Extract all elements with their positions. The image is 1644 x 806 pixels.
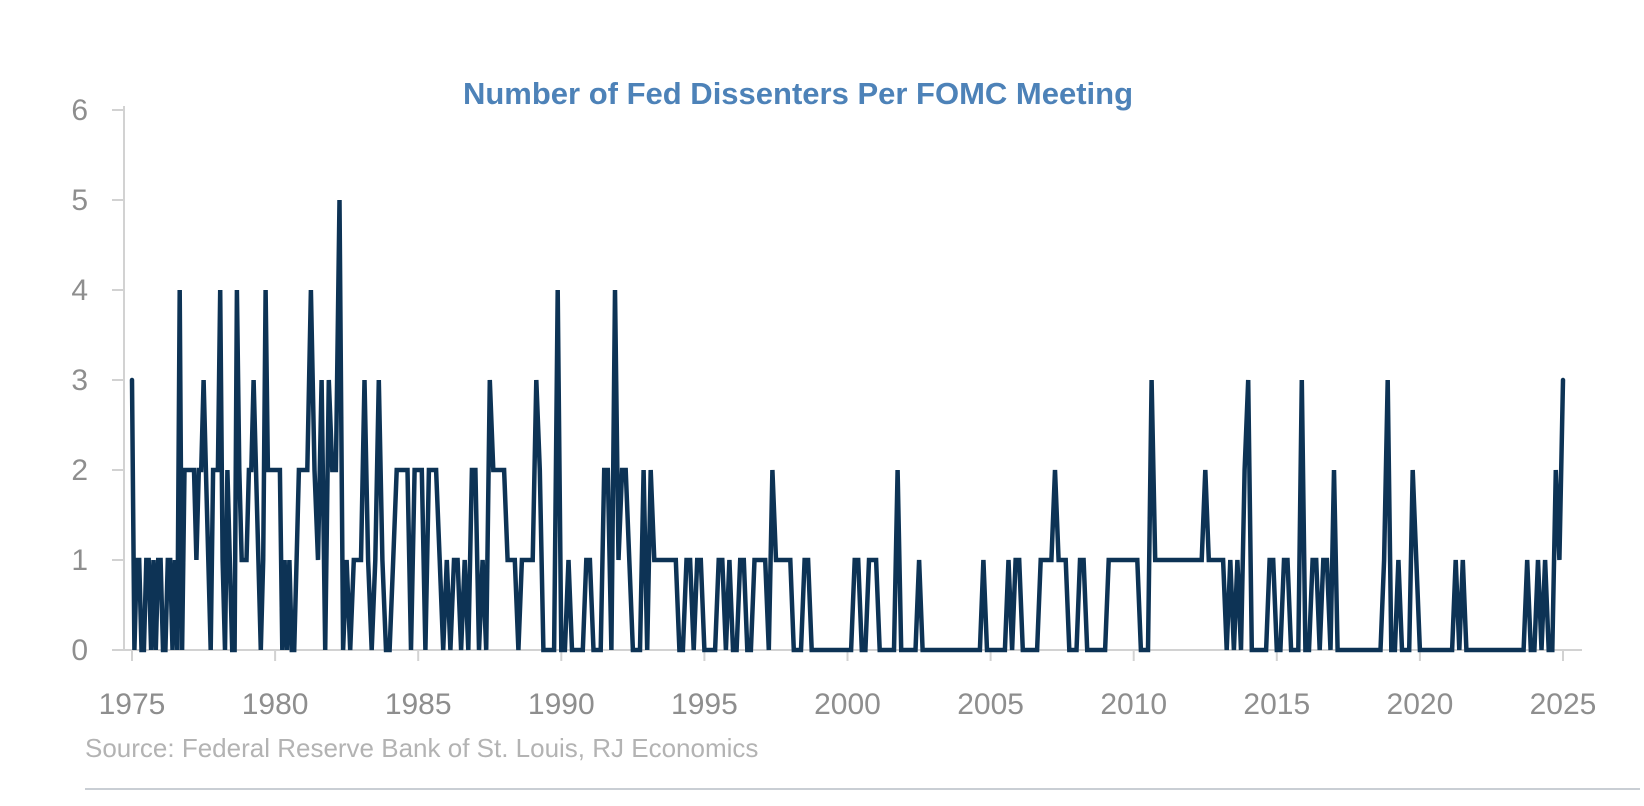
x-tick-label: 1995 <box>671 688 738 721</box>
y-tick-label: 5 <box>71 184 88 217</box>
y-tick-label: 2 <box>71 454 88 487</box>
x-tick-label: 2025 <box>1530 688 1597 721</box>
dissents-line <box>129 199 1566 653</box>
y-tick-label: 0 <box>71 634 88 667</box>
x-tick-label: 2020 <box>1387 688 1454 721</box>
y-tick-label: 6 <box>71 94 88 127</box>
y-tick-label: 3 <box>71 364 88 397</box>
x-tick-label: 2000 <box>814 688 881 721</box>
bottom-divider-line <box>85 788 1640 790</box>
x-tick-label: 1975 <box>99 688 166 721</box>
y-tick-label: 1 <box>71 544 88 577</box>
chart-title: Number of Fed Dissenters Per FOMC Meetin… <box>462 76 1134 111</box>
x-tick-label: 1990 <box>528 688 595 721</box>
x-tick-label: 2010 <box>1100 688 1167 721</box>
x-tick-label: 2015 <box>1243 688 1310 721</box>
x-tick-label: 1985 <box>385 688 452 721</box>
x-tick-label: 2005 <box>957 688 1024 721</box>
y-tick-label: 4 <box>71 274 88 307</box>
source-note: Source: Federal Reserve Bank of St. Loui… <box>85 733 759 763</box>
x-tick-label: 1980 <box>242 688 309 721</box>
